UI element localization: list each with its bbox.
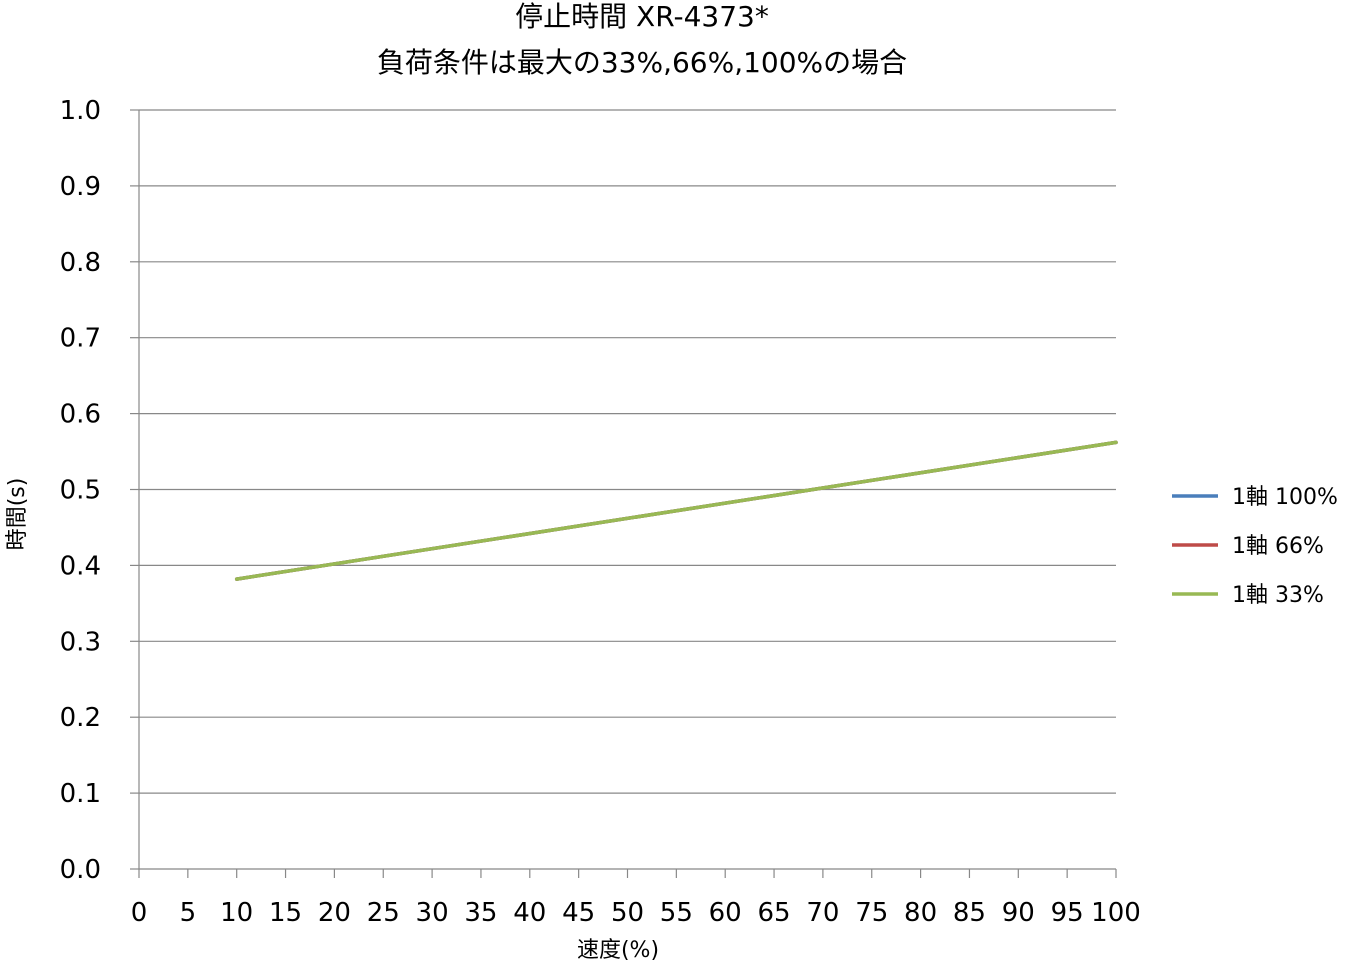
x-tick-label: 55 <box>660 898 693 928</box>
x-tick-label: 90 <box>1002 898 1035 928</box>
x-tick-label: 20 <box>318 898 351 928</box>
y-tick-label: 0.2 <box>60 703 101 733</box>
series-line <box>234 440 1118 581</box>
x-tick-label: 30 <box>416 898 449 928</box>
x-tick-label: 65 <box>758 898 791 928</box>
y-tick-label: 0.9 <box>60 172 101 202</box>
chart-title-line: 負荷条件は最大の33%,66%,100%の場合 <box>377 46 907 79</box>
chart-title-line: 停止時間 XR-4373* <box>515 0 769 33</box>
x-axis-ticks: 0 5 10 15 20 25 30 35 40 45 50 55 60 65 70 75 80 85 90 95 10… <box>131 869 1141 928</box>
grid-lines <box>139 109 1116 794</box>
y-tick-label: 0.4 <box>60 551 101 581</box>
x-tick-label: 95 <box>1051 898 1084 928</box>
x-tick-label: 5 <box>180 898 197 928</box>
y-axis-ticks: 0.0 0.1 0.2 0.3 0.4 0.5 0.6 0.7 0.8 0.9 1.0 <box>60 96 139 885</box>
x-axis-label: 速度(%) <box>577 938 659 962</box>
legend-label: 1軸 33% <box>1232 583 1324 608</box>
x-tick-label: 70 <box>806 898 839 928</box>
x-tick-label: 0 <box>131 898 148 928</box>
y-tick-label: 0.6 <box>60 400 101 430</box>
x-tick-label: 75 <box>855 898 888 928</box>
legend-label: 1軸 66% <box>1232 534 1324 559</box>
x-tick-label: 45 <box>562 898 595 928</box>
x-tick-label: 15 <box>269 898 302 928</box>
x-tick-label: 80 <box>904 898 937 928</box>
legend: 1軸 100% 1軸 66% 1軸 33% <box>1172 485 1338 608</box>
x-tick-label: 25 <box>367 898 400 928</box>
x-tick-label: 10 <box>220 898 253 928</box>
legend-label: 1軸 100% <box>1232 485 1338 510</box>
y-tick-label: 0.5 <box>60 476 101 506</box>
x-tick-label: 85 <box>953 898 986 928</box>
x-tick-label: 60 <box>709 898 742 928</box>
y-tick-label: 0.1 <box>60 779 101 809</box>
x-tick-label: 40 <box>513 898 546 928</box>
y-tick-label: 0.3 <box>60 627 101 657</box>
x-tick-label: 35 <box>464 898 497 928</box>
y-tick-label: 0.0 <box>60 855 101 885</box>
series-lines <box>234 440 1118 581</box>
chart-title: 停止時間 XR-4373* 負荷条件は最大の33%,66%,100%の場合 <box>377 0 907 79</box>
y-axis-label: 時間(s) <box>5 478 30 551</box>
x-tick-label: 50 <box>611 898 644 928</box>
y-tick-label: 0.8 <box>60 248 101 278</box>
y-tick-label: 1.0 <box>60 96 101 126</box>
x-tick-label: 100 <box>1091 898 1141 928</box>
y-tick-label: 0.7 <box>60 324 101 354</box>
